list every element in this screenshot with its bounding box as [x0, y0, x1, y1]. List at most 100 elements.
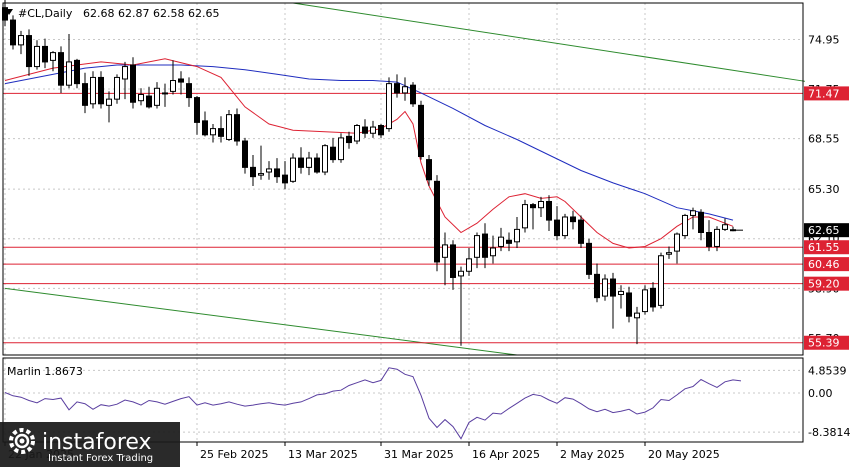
candle-body — [602, 278, 608, 297]
candle-body — [690, 210, 696, 216]
candle — [66, 34, 72, 89]
level-tag-label: 55.39 — [808, 337, 840, 350]
last-price-label: 62.65 — [808, 224, 840, 237]
candle-body — [466, 258, 472, 272]
x-tick-label: 13 Mar 2025 — [288, 448, 358, 461]
candle — [218, 116, 224, 143]
candle — [482, 223, 488, 269]
candle — [578, 215, 584, 249]
candle-body — [506, 239, 512, 244]
candle-body — [514, 228, 520, 243]
candle — [658, 252, 664, 309]
level-tag — [804, 86, 849, 101]
candle-body — [722, 224, 728, 230]
candle-body — [482, 233, 488, 258]
candle-body — [578, 219, 584, 244]
candle — [250, 154, 256, 186]
candle-body — [450, 244, 456, 278]
candle-body — [674, 233, 680, 252]
level-tag — [804, 257, 849, 272]
candle-body — [682, 214, 688, 237]
candle-body — [250, 166, 256, 178]
candle — [594, 263, 600, 303]
candle — [490, 235, 496, 264]
candle — [98, 71, 104, 109]
candle-body — [218, 128, 224, 137]
candle — [418, 100, 424, 160]
candle-body — [546, 200, 552, 221]
candle — [234, 108, 240, 146]
y-tick-label: 74.95 — [808, 33, 840, 46]
candle-body — [362, 126, 368, 134]
candle — [178, 71, 184, 95]
candle-body — [314, 157, 320, 173]
candle-body — [186, 83, 192, 99]
axis-labels-layer: 74.9571.7568.5565.3062.1058.9055.7071.47… — [4, 33, 850, 461]
candle — [18, 30, 24, 55]
candle-body — [98, 76, 104, 105]
candle-body — [394, 83, 400, 94]
candle-body — [290, 157, 296, 182]
candle-body — [554, 219, 560, 237]
candle-body — [130, 64, 136, 103]
candle — [34, 40, 40, 70]
candle-body — [138, 93, 144, 102]
candle-body — [234, 114, 240, 142]
candle — [538, 196, 544, 217]
candle — [450, 240, 456, 290]
candle-body — [154, 87, 160, 106]
candle — [506, 232, 512, 252]
candle-body — [474, 235, 480, 258]
candle-body — [266, 168, 272, 173]
ohlc-readout: 62.68 62.87 62.58 62.65 — [83, 7, 219, 20]
candle — [642, 285, 648, 315]
candle-body — [82, 83, 88, 106]
candle — [474, 232, 480, 269]
candle — [362, 119, 368, 138]
collapse-triangle-icon[interactable] — [5, 9, 13, 15]
candle — [194, 96, 200, 135]
candle-body — [194, 97, 200, 123]
candle — [114, 74, 120, 104]
candle-body — [338, 137, 344, 161]
candle-body — [306, 157, 312, 168]
candle — [26, 29, 32, 76]
price-plot-layer — [2, 0, 806, 356]
brand-name: instaforex — [42, 430, 152, 455]
candle — [394, 74, 400, 98]
candle — [730, 226, 736, 232]
candle — [354, 123, 360, 145]
candle-body — [594, 273, 600, 299]
candle — [434, 175, 440, 272]
candle — [498, 227, 504, 252]
candle-body — [162, 92, 168, 95]
candle — [210, 123, 216, 143]
candle-body — [378, 125, 384, 136]
candle — [706, 220, 712, 252]
candle — [282, 161, 288, 190]
candle-body — [170, 80, 176, 92]
candle-body — [226, 114, 232, 140]
osc-y-tick-label: -8.3814 — [808, 426, 850, 439]
candle — [122, 61, 128, 100]
channel-lower-line — [4, 287, 518, 356]
candle-body — [730, 229, 736, 232]
candle-body — [58, 52, 64, 86]
candle-body — [330, 146, 336, 161]
candle — [698, 209, 704, 241]
candle-body — [618, 290, 624, 296]
candle — [202, 111, 208, 137]
candle — [50, 51, 56, 72]
candle — [162, 83, 168, 107]
candle — [330, 137, 336, 163]
candle — [290, 153, 296, 183]
candle-body — [354, 125, 360, 142]
candle-body — [538, 200, 544, 209]
candle — [674, 232, 680, 264]
candle-body — [42, 45, 48, 63]
candle — [570, 210, 576, 230]
candle — [242, 137, 248, 174]
candle-body — [658, 255, 664, 306]
candle — [650, 282, 656, 312]
